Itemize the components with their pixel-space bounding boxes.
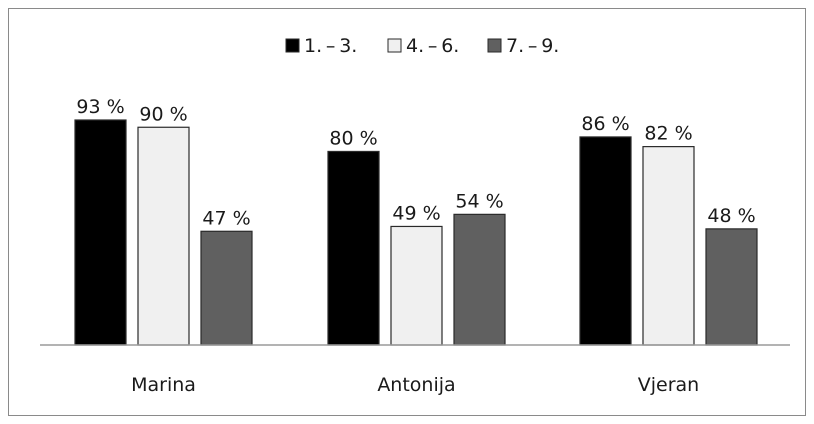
legend-swatch-series-2 [387, 38, 402, 53]
legend-label-series-1: 1. – 3. [304, 35, 357, 57]
bar-vjeran-series-3 [705, 228, 758, 346]
bar-antonija-series-3 [453, 213, 506, 346]
value-label-vjeran-series-3: 48 % [707, 205, 755, 227]
legend-label-series-2: 4. – 6. [406, 35, 459, 57]
legend-swatch-series-3 [487, 38, 502, 53]
value-label-marina-series-3: 47 % [202, 207, 250, 229]
bar-antonija-series-1 [327, 150, 380, 346]
category-label-vjeran: Vjeran [638, 374, 699, 396]
legend: 1. – 3. 4. – 6. 7. – 9. [285, 35, 559, 57]
category-labels-group: Marina Antonija Vjeran [131, 374, 699, 396]
value-label-antonija-series-2: 49 % [392, 202, 440, 224]
category-label-marina: Marina [131, 374, 196, 396]
bar-vjeran-series-2 [642, 146, 695, 346]
bar-marina-series-1 [74, 119, 127, 346]
bar-vjeran-series-1 [579, 136, 632, 346]
value-label-antonija-series-3: 54 % [455, 190, 503, 212]
value-label-antonija-series-1: 80 % [329, 127, 377, 149]
legend-swatch-series-1 [285, 38, 300, 53]
value-label-marina-series-1: 93 % [76, 96, 124, 118]
value-label-marina-series-2: 90 % [139, 103, 187, 125]
category-label-antonija: Antonija [377, 374, 455, 396]
legend-label-series-3: 7. – 9. [506, 35, 559, 57]
value-label-vjeran-series-2: 82 % [644, 123, 692, 145]
bar-marina-series-2 [137, 126, 190, 346]
bars-group [74, 119, 758, 346]
value-labels-group: 93 % 90 % 47 % 80 % 49 % 54 % 86 % 82 % 48 % [76, 96, 755, 229]
bar-marina-series-3 [200, 230, 253, 346]
value-label-vjeran-series-1: 86 % [581, 113, 629, 135]
bar-antonija-series-2 [390, 225, 443, 346]
